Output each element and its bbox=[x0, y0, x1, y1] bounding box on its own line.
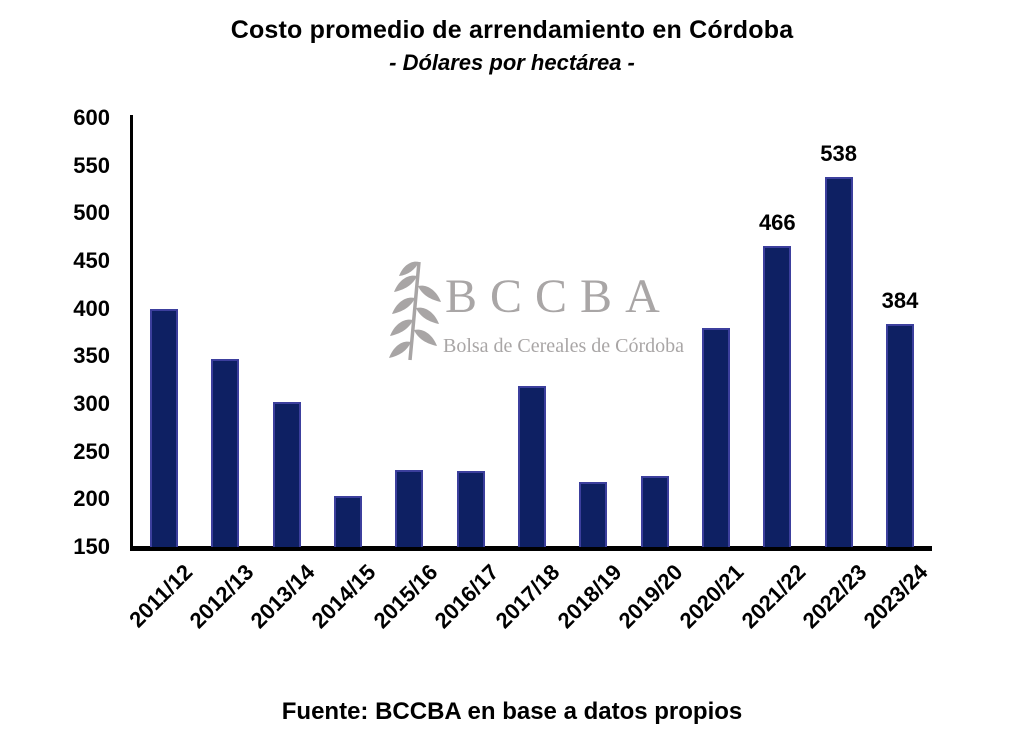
y-tick-label: 400 bbox=[73, 295, 110, 321]
x-tick-label: 2023/24 bbox=[859, 559, 933, 634]
x-tick-label: 2019/20 bbox=[613, 559, 688, 634]
y-tick-label: 550 bbox=[73, 152, 110, 178]
y-tick-label: 150 bbox=[73, 534, 110, 559]
x-tick-label: 2020/21 bbox=[675, 559, 749, 634]
bar bbox=[272, 402, 301, 547]
x-tick-label: 2018/19 bbox=[552, 559, 627, 634]
x-tick-label: 2015/16 bbox=[368, 559, 443, 634]
watermark-acronym: BCCBA bbox=[445, 270, 673, 323]
y-tick-label: 300 bbox=[73, 391, 110, 416]
source-note: Fuente: BCCBA en base a datos propios bbox=[281, 698, 743, 725]
y-tick-label: 250 bbox=[73, 438, 110, 464]
bar-value-label: 538 bbox=[820, 141, 857, 167]
bar bbox=[763, 245, 792, 547]
y-tick-label: 450 bbox=[73, 248, 110, 273]
x-tick-label: 2011/12 bbox=[123, 559, 197, 633]
y-tick-label: 600 bbox=[73, 105, 110, 130]
wheat-spike-icon bbox=[389, 261, 441, 361]
bar bbox=[395, 469, 424, 547]
bar bbox=[885, 323, 914, 547]
x-tick-label: 2016/17 bbox=[429, 559, 504, 634]
x-tick-label: 2013/14 bbox=[245, 559, 320, 634]
bar bbox=[824, 177, 853, 547]
watermark: BCCBA Bolsa de Cereales de Córdoba bbox=[386, 256, 686, 366]
watermark-name: Bolsa de Cereales de Córdoba bbox=[443, 335, 685, 357]
bar-value-label: 466 bbox=[758, 209, 796, 235]
bar bbox=[211, 359, 240, 547]
y-axis-line bbox=[130, 115, 133, 548]
bar bbox=[150, 308, 178, 547]
bar bbox=[701, 327, 730, 547]
chart-subtitle: - Dólares por hectárea - bbox=[389, 50, 635, 75]
y-tick-label: 200 bbox=[73, 486, 110, 512]
bar bbox=[333, 496, 362, 547]
y-tick-label: 350 bbox=[73, 343, 110, 369]
y-tick-label: 500 bbox=[73, 200, 110, 226]
bar-value-label: 384 bbox=[881, 287, 919, 313]
x-tick-label: 2022/23 bbox=[797, 559, 872, 634]
bar bbox=[640, 476, 669, 547]
x-tick-label: 2017/18 bbox=[491, 559, 565, 634]
x-tick-label: 2014/15 bbox=[307, 559, 381, 634]
bar bbox=[579, 482, 608, 547]
x-tick-label: 2021/22 bbox=[736, 559, 811, 634]
chart-title: Costo promedio de arrendamiento en Córdo… bbox=[230, 16, 794, 44]
bar bbox=[517, 385, 546, 547]
x-axis-line bbox=[130, 546, 932, 551]
x-tick-label: 2012/13 bbox=[184, 559, 259, 634]
bar bbox=[456, 470, 485, 547]
